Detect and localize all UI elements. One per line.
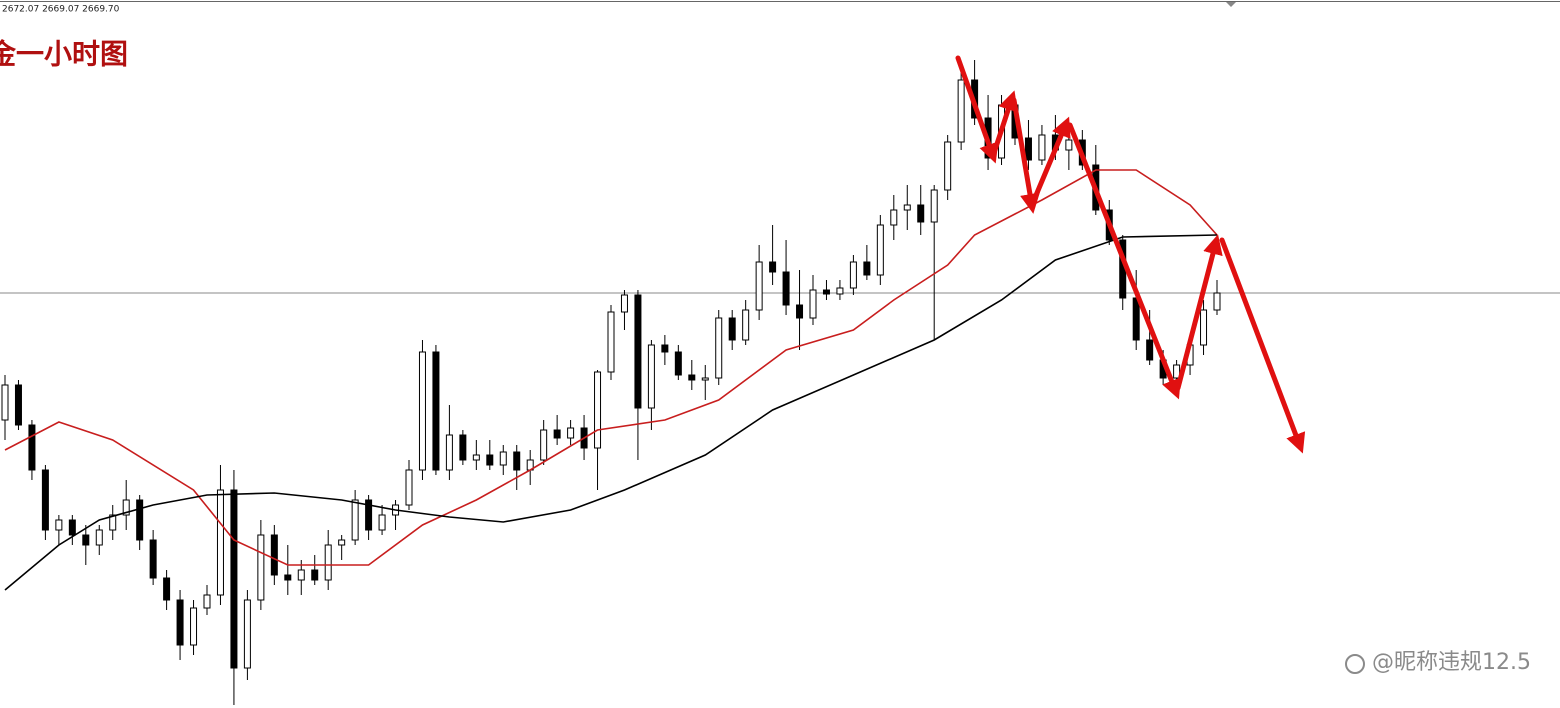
candle-body (176, 599, 184, 646)
candle-body (661, 344, 669, 353)
scroll-marker (1226, 2, 1236, 7)
candle-body (957, 79, 965, 143)
candle-body (365, 499, 373, 531)
candle-body (149, 539, 157, 579)
candle-body (1200, 309, 1208, 346)
candle-body (311, 569, 319, 581)
candle-body (1065, 139, 1073, 151)
candle-body (903, 204, 911, 211)
candle-body (324, 544, 332, 581)
annotation-arrows (955, 55, 1306, 454)
candle-body (351, 499, 359, 541)
candle-body (109, 514, 117, 531)
candle-body (755, 261, 763, 311)
candle-body (378, 514, 386, 531)
candle-body (459, 434, 467, 461)
candle-body (432, 351, 440, 471)
candle-body (472, 454, 480, 461)
candle-body (1213, 292, 1221, 311)
candle-body (728, 317, 736, 341)
candle-body (445, 434, 453, 471)
candle-body (944, 141, 952, 191)
candle-body (930, 189, 938, 223)
candle-body (634, 294, 642, 409)
moving-average (4, 169, 1218, 566)
candle-body (499, 451, 507, 466)
candle-body (553, 429, 561, 439)
candle-body (701, 377, 709, 381)
price-header: 2672.07 2669.07 2669.70 (2, 5, 120, 15)
candle-body (1146, 339, 1154, 361)
candle-body (876, 224, 884, 276)
candle-body (82, 534, 90, 546)
candle-body (890, 209, 898, 226)
candle-body (230, 489, 238, 669)
candle-body (1024, 137, 1032, 161)
candle-body (257, 534, 265, 601)
candle-body (68, 519, 76, 536)
candle-body (163, 577, 171, 601)
candle-body (782, 271, 790, 306)
candle-body (55, 519, 63, 531)
candle-body (688, 374, 696, 381)
watermark-icon (1345, 654, 1365, 674)
candle-body (338, 539, 346, 546)
candle-body (849, 261, 857, 289)
candle-body (122, 499, 130, 516)
candle-body (742, 309, 750, 341)
candle-body (917, 204, 925, 223)
candle-body (418, 351, 426, 471)
candle-body (136, 499, 144, 541)
candle-body (594, 371, 602, 449)
candle-body (216, 489, 224, 596)
candle-body (41, 469, 49, 531)
candle-body (513, 451, 521, 471)
candle-body (1, 384, 9, 421)
candle-body (270, 534, 278, 576)
candle-body (284, 574, 292, 581)
candle-body (796, 304, 804, 319)
plot (0, 60, 1560, 705)
candle-body (607, 311, 615, 373)
candle-body (822, 289, 830, 295)
candle-body (1038, 134, 1046, 161)
watermark: @昵称违规12.5 (1372, 650, 1531, 675)
candle-body (863, 261, 871, 276)
candle-body (190, 607, 198, 646)
candle-body (14, 384, 22, 426)
candle-body (95, 529, 103, 546)
candle-body (203, 594, 211, 609)
candle-body (836, 287, 844, 295)
candle-body (715, 317, 723, 379)
candle-body (28, 424, 36, 471)
chart-title: 金一小时图 (0, 38, 128, 71)
candle-body (405, 469, 413, 506)
candle-body (674, 351, 682, 376)
candle-body (486, 454, 494, 466)
candle-body (809, 289, 817, 319)
candle-body (769, 261, 777, 273)
candle-body (647, 344, 655, 409)
candle-body (567, 427, 575, 439)
candle-body (540, 429, 548, 461)
candle-body (1132, 297, 1140, 341)
candle-body (297, 569, 305, 581)
candle-body (243, 599, 251, 669)
candle-body (620, 294, 628, 313)
moving-average (4, 234, 1218, 591)
